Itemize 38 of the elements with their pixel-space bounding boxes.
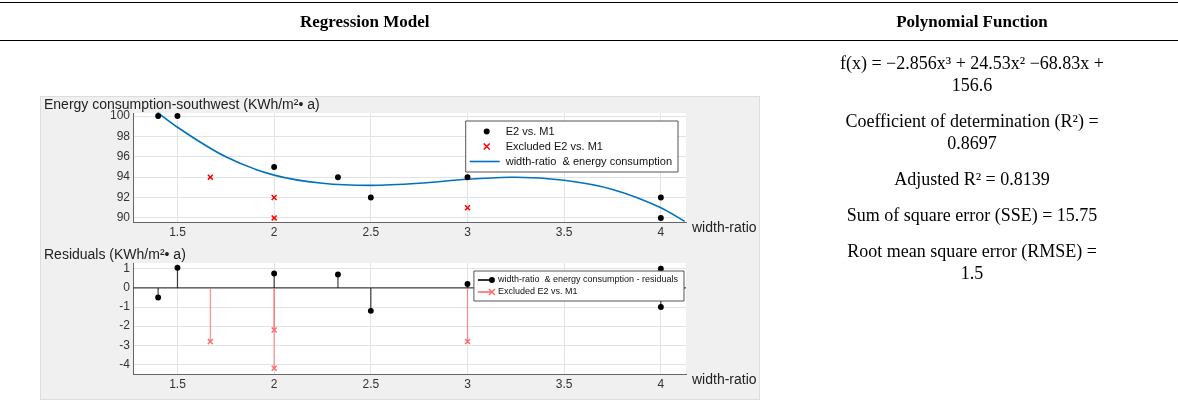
y-tick-label: 1 (123, 261, 131, 276)
x-tick-label: 3 (464, 376, 472, 391)
text: Sum of square error (SSE) = 15.75 (845, 204, 1099, 226)
text: Coefficient of determination (R²) = 0.8697 (844, 110, 1100, 154)
legend-label: width-ratio & energy consumption (504, 154, 673, 167)
x-tick-label: 1.5 (169, 224, 187, 239)
x-tick-label: 4 (657, 376, 665, 391)
x-tick-label: 3.5 (555, 376, 573, 391)
text: Polynomial Function (895, 12, 1049, 32)
legend-label: width-ratio & energy consumption - residuals (496, 274, 679, 285)
x-axis-title: width-ratio (691, 370, 757, 387)
x-tick-label: 1.5 (169, 376, 187, 391)
x-tick-label: 3.5 (555, 224, 573, 239)
y-tick-label: -2 (119, 318, 131, 333)
x-tick-label: 2.5 (362, 376, 380, 391)
x-tick-label: 3 (464, 224, 472, 239)
legend-label: E2 vs. M1 (505, 124, 555, 137)
y-tick-label: 0 (123, 280, 131, 295)
x-tick-label: 4 (657, 224, 665, 239)
y-tick-label: 92 (116, 189, 131, 204)
chart-title: Regression Model (300, 12, 430, 32)
legend-label: Excluded E2 vs. M1 (497, 286, 578, 297)
y-tick-label: 94 (116, 169, 131, 184)
x-tick-label: 2 (270, 224, 278, 239)
text: f(x) = −2.856x³ + 24.53x² −68.83x + 156.6 (838, 52, 1105, 96)
y-tick-label: 96 (116, 149, 131, 164)
y-tick-label: 90 (116, 210, 131, 225)
text: Root mean square error (RMSE) = 1.5 (846, 240, 1098, 284)
y-tick-label: 98 (116, 128, 131, 143)
x-axis-title: width-ratio (691, 218, 757, 235)
legend-label: Excluded E2 vs. M1 (505, 139, 603, 152)
x-tick-label: 2 (270, 376, 278, 391)
y-tick-label: -4 (119, 356, 131, 371)
x-tick-label: 2.5 (362, 224, 380, 239)
y-tick-label: -1 (119, 299, 131, 314)
text: Adjusted R² = 0.8139 (893, 168, 1051, 190)
y-axis-title: Residuals (KWh/m²• a) (44, 245, 186, 262)
y-tick-label: -3 (119, 337, 131, 352)
